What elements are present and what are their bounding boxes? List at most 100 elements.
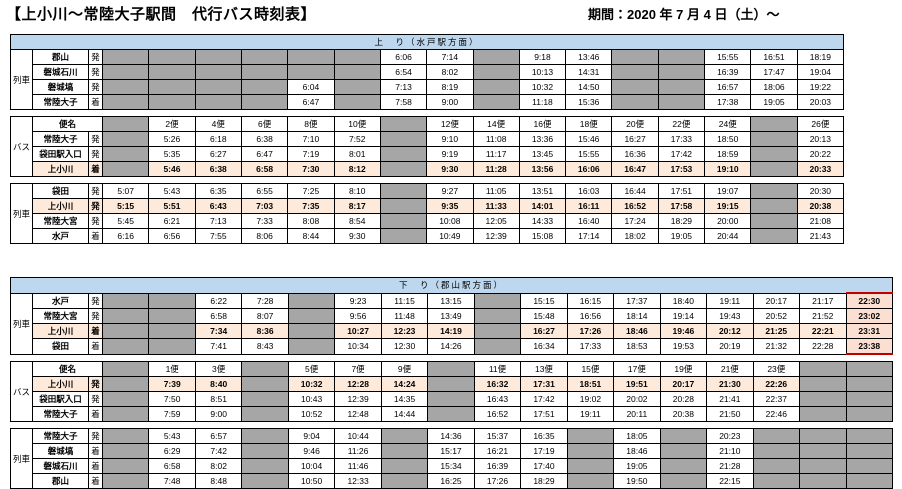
empty-cell	[380, 473, 429, 489]
time-cell: 6:54	[379, 64, 428, 80]
time-cell: 20:00	[704, 213, 752, 229]
time-cell: 16:36	[611, 146, 659, 162]
time-cell: 8:06	[240, 228, 289, 244]
time-cell: 12:05	[472, 213, 520, 229]
time-cell: 11:33	[472, 198, 520, 214]
station-name: 常陸大宮	[32, 213, 89, 229]
empty-cell	[380, 428, 429, 444]
empty-cell	[379, 161, 428, 177]
time-cell: 13:45	[518, 146, 567, 162]
time-cell: 12:23	[380, 323, 429, 339]
time-cell: 6:22	[194, 292, 243, 309]
time-cell: 19:46	[659, 323, 708, 339]
empty-cell	[148, 308, 196, 324]
time-cell: 6:57	[194, 428, 243, 444]
time-cell: 6:38	[194, 161, 242, 177]
empty-cell	[379, 183, 428, 199]
table-row: 常陸大宮発 6:58 8:07 9:56 11:48 13:49 15:48 16:56 18:…	[11, 308, 894, 324]
station-name: 水戸	[32, 228, 89, 244]
time-cell: 10:32	[518, 79, 567, 95]
empty-cell	[148, 338, 196, 355]
empty-cell	[333, 94, 381, 110]
empty-cell	[333, 64, 381, 80]
time-cell: 8:51	[194, 391, 243, 407]
time-cell: 10:04	[287, 458, 336, 474]
time-cell: 17:14	[565, 228, 613, 244]
station-name: 常陸大子	[32, 428, 89, 444]
time-cell: 14:33	[518, 213, 567, 229]
time-cell: 18:02	[611, 228, 659, 244]
empty-cell	[845, 473, 893, 489]
time-cell: 18:06	[750, 79, 798, 95]
time-cell: 8:02	[426, 64, 474, 80]
empty-cell	[241, 428, 289, 444]
time-cell: 17:33	[566, 338, 615, 355]
time-cell: 20:17	[752, 292, 801, 309]
table-row: 常陸大宮発 5:45 6:21 7:13 7:33 8:08 8:54 10:08 12:05 1…	[11, 213, 845, 229]
time-cell: 15便	[566, 361, 615, 377]
timetable-down-block: 下 り（郡山駅方面） 列車 水戸発 6:22 7:28 9:23 11:15 13:15 15:…	[9, 277, 894, 489]
time-cell: 11:08	[472, 131, 520, 147]
station-name: 郡山	[32, 49, 89, 65]
time-cell: 13:46	[565, 49, 613, 65]
empty-cell	[101, 64, 150, 80]
empty-cell	[101, 146, 150, 162]
empty-cell	[148, 49, 196, 65]
empty-cell	[657, 79, 706, 95]
time-cell: 16便	[518, 116, 567, 132]
time-cell: 21:30	[706, 376, 754, 392]
time-cell: 7:48	[148, 473, 196, 489]
time-cell: 5:35	[148, 146, 196, 162]
time-cell: 1便	[148, 361, 196, 377]
empty-cell	[287, 308, 336, 324]
empty-cell	[752, 473, 801, 489]
time-cell: 22:28	[799, 338, 847, 355]
time-cell: 15:34	[427, 458, 475, 474]
empty-cell	[657, 94, 706, 110]
empty-cell	[566, 443, 615, 459]
time-cell: 16:25	[427, 473, 475, 489]
time-cell: 6:47	[287, 94, 335, 110]
time-cell: 5:46	[148, 161, 196, 177]
timetable-section: 下 り（郡山駅方面） 列車 水戸発 6:22 7:28 9:23 11:15 13:15 15:…	[9, 277, 894, 355]
time-cell: 18:53	[613, 338, 661, 355]
empty-cell	[473, 308, 522, 324]
time-cell: 15:55	[704, 49, 752, 65]
time-cell: 16:57	[704, 79, 752, 95]
time-cell: 20:13	[796, 131, 845, 147]
table-row: 常陸大子着 6:47 7:58 9:00 11:18 15:36 17:38 19:05 20:…	[11, 94, 845, 110]
time-cell: 19:11	[566, 406, 615, 422]
time-cell: 12:39	[472, 228, 520, 244]
time-cell: 19:07	[704, 183, 752, 199]
time-cell: 16:21	[473, 443, 522, 459]
empty-cell	[194, 49, 242, 65]
time-cell: 10:08	[426, 213, 474, 229]
time-cell: 17:47	[750, 64, 798, 80]
station-name: 磐城石川	[32, 64, 89, 80]
dep-arr-marker: 発	[88, 79, 103, 95]
empty-cell	[101, 323, 150, 339]
direction-header: 下 り（郡山駅方面）	[9, 277, 894, 294]
time-cell: 18:29	[520, 473, 568, 489]
empty-cell	[611, 79, 659, 95]
time-cell: 6:27	[194, 146, 242, 162]
time-cell: 13:56	[518, 161, 567, 177]
table-row: 水戸着 6:16 6:56 7:55 8:06 8:44 9:30 10:49 12:39 15:…	[11, 228, 845, 244]
time-cell: 6:29	[148, 443, 196, 459]
time-cell: 8:07	[241, 308, 289, 324]
time-cell: 21:32	[752, 338, 801, 355]
time-cell: 18:46	[613, 443, 661, 459]
time-cell: 10:27	[334, 323, 382, 339]
empty-cell	[333, 79, 381, 95]
empty-cell	[379, 198, 428, 214]
time-cell: 14:26	[427, 338, 475, 355]
time-cell: 19:05	[750, 94, 798, 110]
empty-cell	[659, 458, 708, 474]
station-name: 袋田駅入口	[32, 146, 89, 162]
time-cell: 13便	[520, 361, 568, 377]
time-cell: 6:58	[240, 161, 289, 177]
dep-arr-marker: 着	[88, 228, 103, 244]
time-cell: 5:43	[148, 183, 196, 199]
empty-cell	[799, 391, 847, 407]
station-name: 上小川	[32, 323, 89, 339]
